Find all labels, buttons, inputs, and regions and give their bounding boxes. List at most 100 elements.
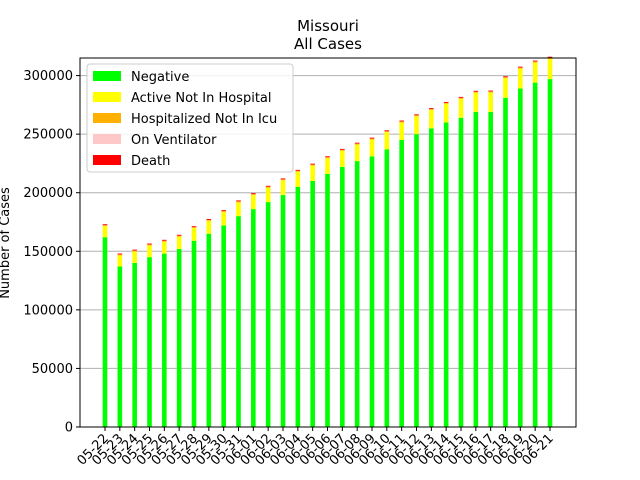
legend-swatch <box>93 71 121 81</box>
bar-segment <box>280 180 286 196</box>
bar-segment <box>162 241 167 254</box>
legend-box <box>86 63 294 173</box>
bar-segment <box>310 181 315 427</box>
bar-segment <box>295 186 301 427</box>
bar-segment <box>399 120 404 122</box>
bar-segment <box>340 148 345 150</box>
bar-segment <box>325 173 330 427</box>
legend-swatch <box>93 134 121 144</box>
bar-segment <box>265 185 271 187</box>
bar-segment <box>384 132 390 150</box>
bar-segment <box>221 210 226 212</box>
bar-segment <box>236 202 241 217</box>
bar-segment <box>354 142 360 144</box>
bar-segment <box>414 134 419 427</box>
bar-segment <box>399 122 404 140</box>
bar-segment <box>132 251 137 263</box>
bar-segment <box>176 236 182 249</box>
bar-segment <box>414 114 419 116</box>
bar-segment <box>325 157 330 159</box>
bar-segment <box>518 88 523 427</box>
bar-segment <box>310 164 315 166</box>
bar-segment <box>532 82 538 427</box>
x-axis-ticks: 05-2205-2305-2405-2505-2605-2705-2805-29… <box>75 427 557 469</box>
bar-segment <box>369 139 375 157</box>
bar-segment <box>132 249 137 251</box>
bar-segment <box>176 235 182 237</box>
bar-segment <box>443 102 449 104</box>
bar-segment <box>280 178 286 180</box>
bar-segment <box>251 193 256 195</box>
bar-segment <box>473 111 479 427</box>
bar-segment <box>191 227 197 229</box>
y-tick-label: 200000 <box>23 186 73 201</box>
bar-segment <box>414 116 419 135</box>
chart-title: Missouri <box>297 17 359 35</box>
bar-segment <box>117 254 123 256</box>
bar-segment <box>340 150 345 167</box>
bar-segment <box>547 79 553 427</box>
bar-segment <box>191 240 197 427</box>
bar-segment <box>206 218 212 220</box>
bars-group <box>102 56 553 428</box>
bar-segment <box>399 121 404 123</box>
bar-segment <box>384 130 390 132</box>
bar-segment <box>532 60 538 62</box>
bar-segment <box>132 263 137 427</box>
bar-segment <box>473 91 479 93</box>
bar-segment <box>369 138 375 140</box>
bar-segment <box>473 92 479 112</box>
bar-segment <box>117 266 123 427</box>
bar-segment <box>147 245 152 258</box>
bar-segment <box>102 226 108 238</box>
bar-segment <box>295 171 301 187</box>
bar-segment <box>503 76 508 78</box>
bar-segment <box>251 195 256 210</box>
bar-segment <box>443 101 449 103</box>
bar-segment <box>429 108 434 110</box>
bar-segment <box>354 144 360 162</box>
bar-segment <box>340 149 345 151</box>
bar-segment <box>206 220 212 221</box>
legend-label: On Ventilator <box>131 133 217 148</box>
bar-segment <box>295 170 301 172</box>
bar-segment <box>236 216 241 427</box>
bar-segment <box>458 117 464 427</box>
bar-segment <box>265 186 271 188</box>
legend: Negative Active Not In Hospital Hospitaliz… <box>86 63 294 173</box>
bar-segment <box>221 211 226 213</box>
bar-segment <box>532 62 538 83</box>
legend-label: Hospitalized Not In Icu <box>131 112 277 127</box>
bar-segment <box>384 131 390 133</box>
bar-segment <box>236 200 241 202</box>
bar-segment <box>265 202 271 427</box>
bar-segment <box>503 77 508 79</box>
bar-segment <box>547 58 553 80</box>
bar-segment <box>325 158 330 174</box>
bar-segment <box>518 68 523 89</box>
bar-segment <box>354 161 360 428</box>
bar-segment <box>117 255 123 267</box>
bar-segment <box>265 187 271 203</box>
bar-segment <box>191 226 197 228</box>
bar-segment <box>102 237 108 427</box>
bar-segment <box>325 156 330 158</box>
bar-segment <box>191 228 197 241</box>
bar-segment <box>280 195 286 427</box>
bar-segment <box>147 243 152 245</box>
bar-segment <box>251 194 256 196</box>
bar-segment <box>443 103 449 123</box>
legend-label: Death <box>131 154 170 169</box>
bar-segment <box>162 253 167 427</box>
legend-label: Negative <box>131 70 189 85</box>
bar-segment <box>458 97 464 99</box>
bar-segment <box>310 163 315 165</box>
bar-segment <box>310 165 315 181</box>
y-tick-label: 0 <box>65 421 73 436</box>
chart-subtitle: All Cases <box>294 35 362 53</box>
bar-segment <box>117 253 123 255</box>
bar-segment <box>503 78 508 98</box>
bar-segment <box>532 61 538 63</box>
y-axis-ticks: 0 50000 100000 150000 200000 250000 300000 <box>23 69 80 436</box>
